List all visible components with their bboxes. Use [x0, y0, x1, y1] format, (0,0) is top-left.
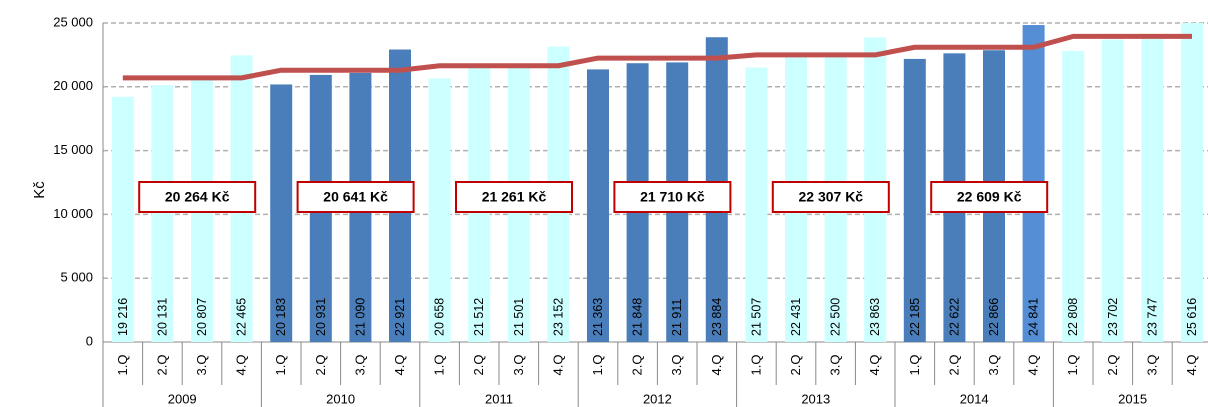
annual-box: [296, 181, 415, 213]
bar: [111, 96, 134, 343]
x-tick-label: 1.Q: [273, 355, 288, 376]
bar: [1181, 23, 1203, 343]
bar: [587, 69, 609, 343]
annual-box: [138, 181, 257, 213]
x-tick-label: 2.Q: [154, 355, 169, 376]
year-label: 2010: [326, 391, 355, 406]
x-tick-label: 1.Q: [115, 355, 130, 376]
y-tick-label: 10 000: [53, 206, 93, 221]
x-tick-label: 2.Q: [313, 355, 328, 376]
bar-value-label: 22 431: [789, 298, 803, 336]
bar-value-label: 22 185: [908, 298, 922, 336]
y-tick-label: 0: [86, 333, 93, 348]
bar-value-label: 20 658: [433, 298, 447, 336]
bar-value-label: 21 507: [749, 298, 763, 336]
annual-box: [613, 181, 732, 213]
x-tick-label: 3.Q: [352, 355, 367, 376]
x-tick-label: 2.Q: [1105, 355, 1120, 376]
bar-value-label: 23 863: [868, 298, 882, 336]
y-tick-label: 20 000: [53, 78, 93, 93]
x-tick-label: 4.Q: [392, 355, 407, 376]
x-tick-label: 1.Q: [907, 355, 922, 376]
x-tick-label: 4.Q: [867, 355, 882, 376]
bar-value-label: 23 884: [710, 298, 724, 336]
bar: [1101, 39, 1124, 343]
annual-label: 22 307 Kč: [798, 189, 863, 205]
bar: [745, 67, 768, 342]
bar-value-label: 21 911: [670, 299, 684, 336]
y-axis-label: Kč: [31, 181, 48, 199]
year-label: 2011: [485, 391, 513, 406]
x-tick-label: 4.Q: [234, 355, 249, 376]
bar: [1062, 50, 1085, 343]
x-tick-label: 4.Q: [709, 355, 724, 376]
bar-value-label: 22 808: [1066, 298, 1080, 336]
y-tick-label: 25 000: [53, 14, 93, 29]
y-tick-label: 15 000: [53, 142, 93, 157]
annual-label: 20 264 Kč: [165, 189, 230, 205]
bar-value-label: 20 807: [195, 298, 209, 336]
bars: [111, 23, 1203, 343]
annual-box: [455, 181, 573, 213]
x-tick-label: 3.Q: [986, 355, 1001, 376]
x-tick-label: 2.Q: [630, 355, 645, 376]
bar-value-label: 20 131: [155, 298, 169, 336]
bar-value-label: 22 500: [829, 298, 843, 336]
annual-label: 22 609 Kč: [957, 189, 1022, 205]
x-tick-label: 2.Q: [946, 355, 961, 376]
bar-value-label: 21 512: [472, 298, 486, 336]
x-tick-label: 3.Q: [194, 355, 209, 376]
bar: [151, 85, 174, 342]
year-label: 2012: [643, 391, 672, 406]
bar-value-label: 22 921: [393, 298, 407, 336]
x-tick-label: 1.Q: [432, 355, 447, 376]
x-tick-label: 3.Q: [828, 355, 843, 376]
bar-value-label: 19 216: [116, 298, 130, 336]
x-tick-label: 3.Q: [511, 355, 526, 376]
bar-value-label: 22 866: [987, 298, 1001, 336]
x-tick-label: 3.Q: [1144, 355, 1159, 376]
bar-value-label: 23 747: [1145, 298, 1159, 336]
x-tick-label: 4.Q: [1184, 355, 1199, 376]
annual-label: 21 261 Kč: [482, 189, 547, 205]
bar-value-label: 21 363: [591, 298, 605, 336]
x-tick-label: 1.Q: [1065, 355, 1080, 376]
annual-box: [930, 181, 1049, 213]
year-label: 2015: [1118, 391, 1147, 406]
x-tick-label: 2.Q: [471, 355, 486, 376]
annual-box: [771, 181, 890, 213]
bar-value-label: 20 931: [314, 298, 328, 336]
bar-value-label: 21 848: [631, 298, 645, 336]
bar: [428, 78, 451, 342]
overlay: 19 216 1.Q 20 131 2.Q 20 807 3.Q 22 465 4.Q 20 1…: [102, 33, 1199, 407]
x-tick-label: 1.Q: [590, 355, 605, 376]
bar: [903, 58, 926, 342]
average-line: [122, 33, 1192, 81]
bar-value-label: 22 465: [235, 298, 249, 336]
annual-label: 21 710 Kč: [640, 189, 705, 205]
x-tick-label: 2.Q: [788, 355, 803, 376]
y-tick-label: 5 000: [60, 270, 93, 285]
bar-value-label: 25 616: [1185, 298, 1199, 336]
bar-value-label: 21 090: [353, 298, 367, 336]
bar: [1141, 38, 1164, 342]
year-label: 2009: [168, 391, 197, 406]
year-label: 2014: [960, 391, 989, 406]
bar-value-label: 20 183: [274, 298, 288, 336]
bar-value-label: 23 152: [551, 298, 565, 336]
x-tick-label: 1.Q: [748, 355, 763, 376]
x-tick-label: 3.Q: [669, 355, 684, 376]
bar-value-label: 21 501: [512, 298, 526, 336]
bar: [270, 84, 293, 343]
year-label: 2013: [801, 391, 830, 406]
bar-value-label: 23 702: [1106, 298, 1120, 336]
x-tick-label: 4.Q: [550, 355, 565, 376]
bar-value-label: 24 841: [1027, 298, 1041, 336]
annual-label: 20 641 Kč: [323, 189, 388, 205]
bar-value-label: 22 622: [947, 298, 961, 336]
x-tick-label: 4.Q: [1026, 355, 1041, 376]
